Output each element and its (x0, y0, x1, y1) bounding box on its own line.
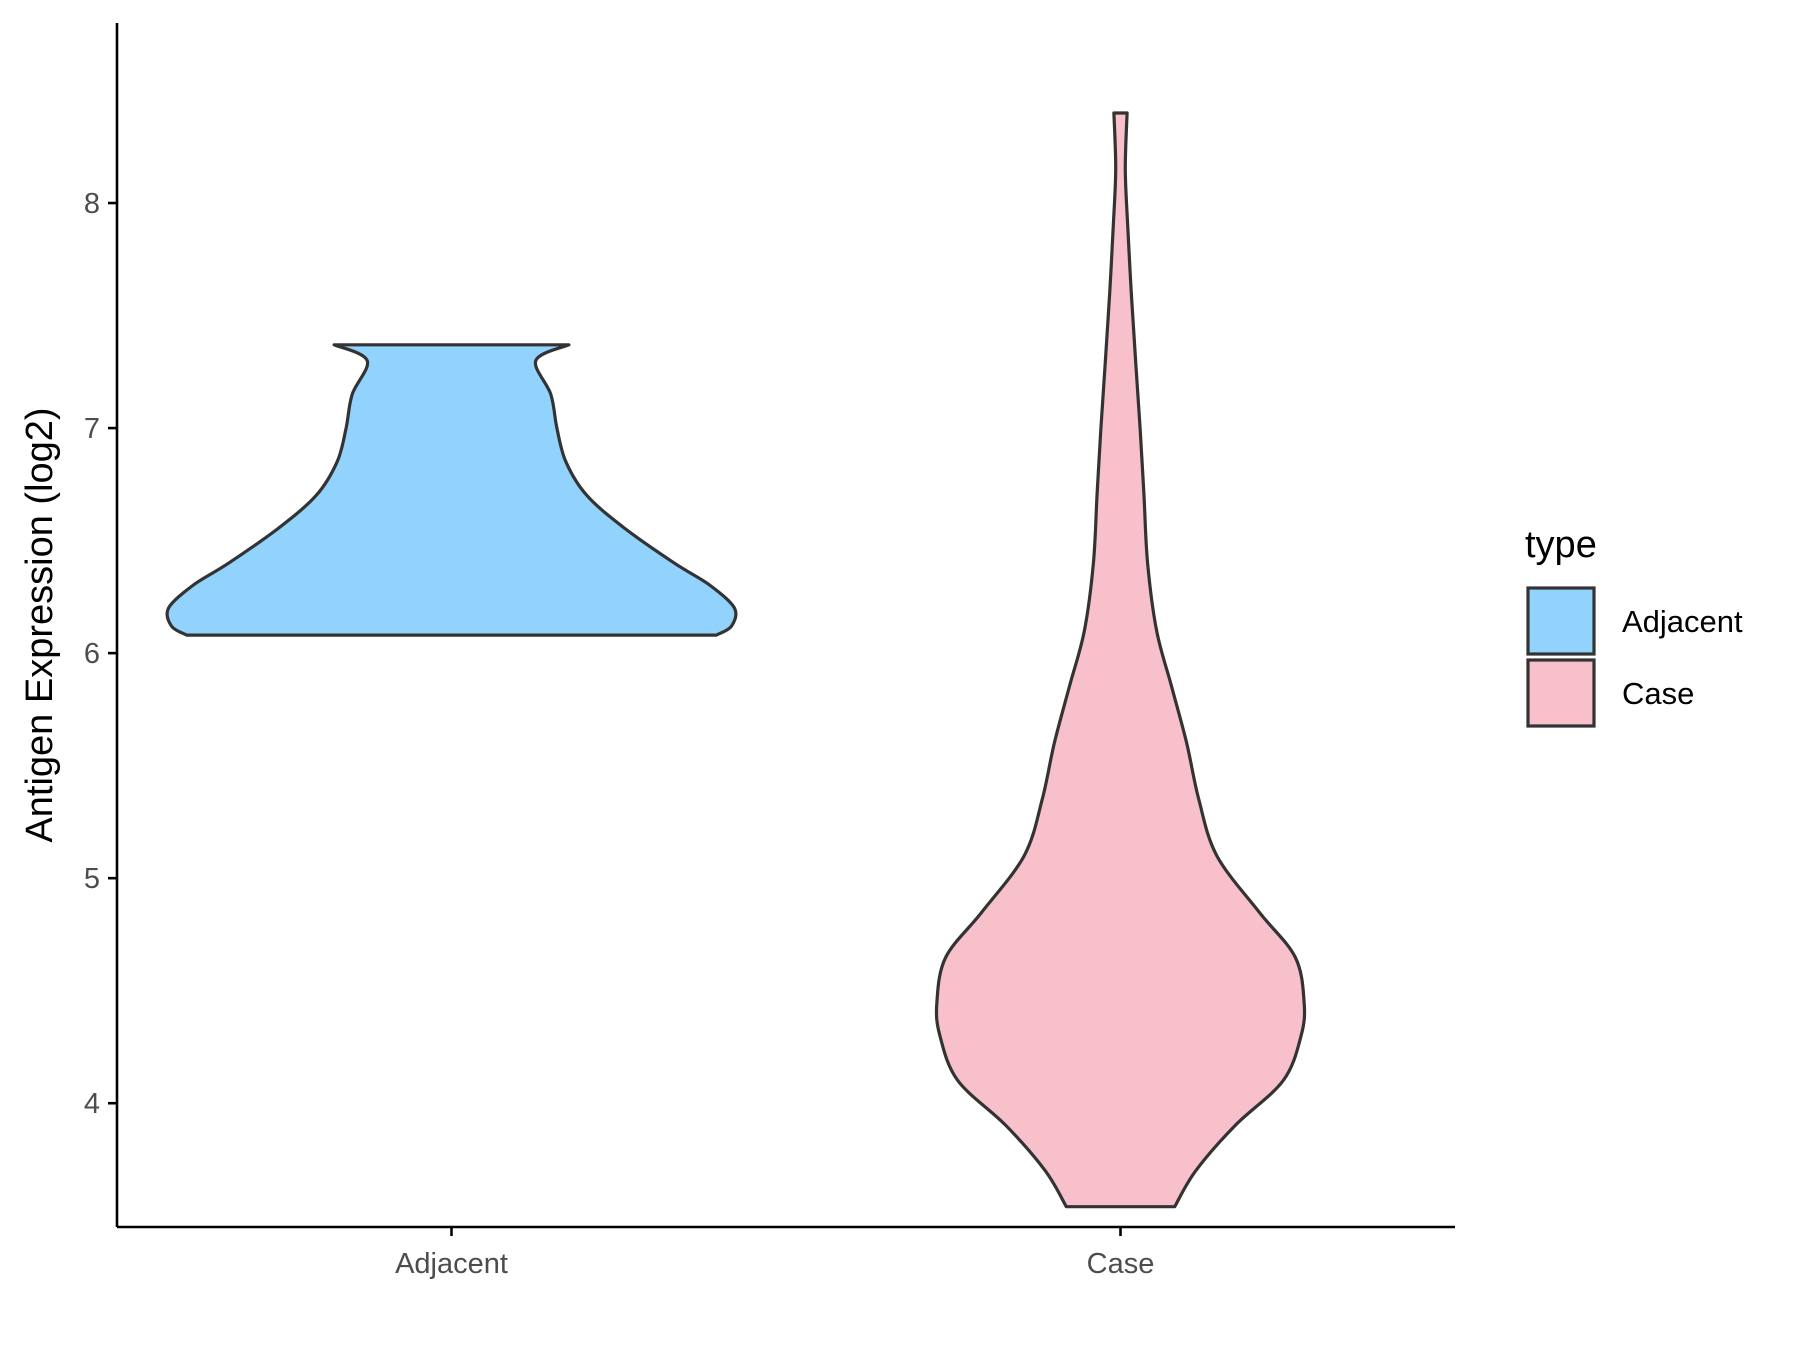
legend-label-case: Case (1622, 676, 1694, 711)
x-ticks: Adjacent Case (395, 1227, 1154, 1280)
y-tick-label: 7 (84, 413, 100, 445)
legend-key-case (1526, 658, 1596, 728)
violin-case (934, 111, 1307, 1209)
axes-layer (115, 23, 1455, 1229)
legend-entries: Adjacent Case (1526, 586, 1743, 728)
y-tick-label: 5 (84, 863, 100, 895)
y-ticks: 4 5 6 7 8 (84, 188, 117, 1120)
y-tick-label: 4 (84, 1088, 100, 1120)
y-tick-label: 6 (84, 638, 100, 670)
legend: type Adjacent Case (1525, 524, 1743, 728)
legend-title: type (1525, 524, 1597, 566)
x-tick-label: Case (1087, 1248, 1155, 1280)
legend-label-adjacent: Adjacent (1622, 604, 1743, 639)
x-tick-label: Adjacent (395, 1248, 508, 1280)
violin-adjacent (165, 343, 738, 637)
y-tick-label: 8 (84, 188, 100, 220)
y-axis-title: Antigen Expression (log2) (19, 407, 61, 842)
legend-key-adjacent (1526, 586, 1596, 656)
violins-layer (165, 111, 1307, 1209)
